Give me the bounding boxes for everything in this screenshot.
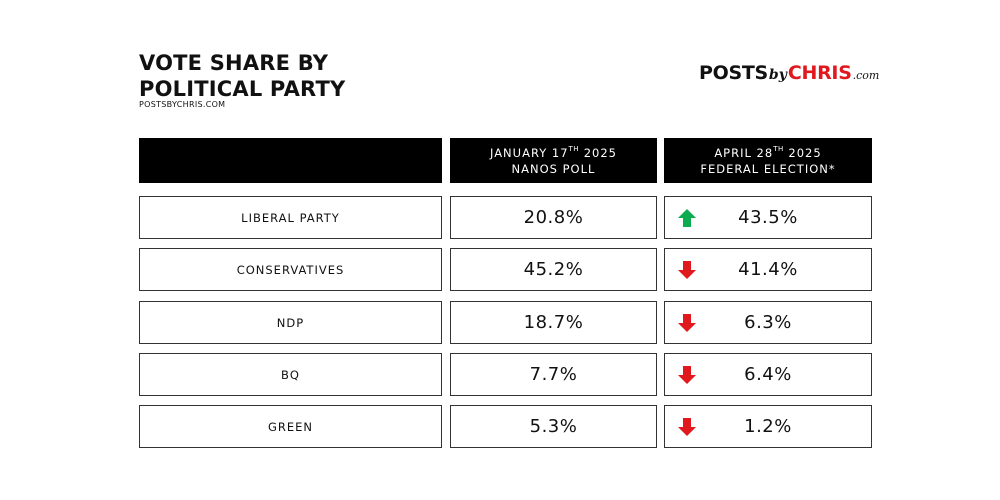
party-name-cell-text: GREEN xyxy=(267,419,314,434)
party-name-cell-text: CONSERVATIVES xyxy=(236,262,345,277)
party-name-cell: BQ xyxy=(139,353,442,396)
poll-value-cell: 7.7% xyxy=(450,353,657,396)
party-name-cell-text: BQ xyxy=(281,367,300,382)
party-name-cell: CONSERVATIVES xyxy=(139,248,442,291)
poll-value-cell-text: 7.7% xyxy=(529,364,578,385)
poll-value-cell: 45.2% xyxy=(450,248,657,291)
logo-com: .com xyxy=(852,69,880,82)
chart-title-line-1: VOTE SHARE BY xyxy=(139,51,329,75)
poll-value-cell: 18.7% xyxy=(450,301,657,344)
poll-value-cell: 20.8% xyxy=(450,196,657,239)
poll-value-cell-text: 18.7% xyxy=(523,312,584,333)
logo-posts: POSTS xyxy=(699,62,768,84)
header-nanos-poll: JANUARY 17TH 2025 NANOS POLL xyxy=(450,138,657,183)
election-value-cell: 1.2% xyxy=(664,405,872,448)
arrow-down-icon xyxy=(678,314,696,332)
election-value-cell-text: 43.5% xyxy=(738,207,798,228)
brand-logo: POSTSbyCHRIS.com xyxy=(699,62,879,84)
poll-value-cell-text: 20.8% xyxy=(523,207,584,228)
arrow-down-icon xyxy=(678,261,696,279)
election-value-cell-text: 41.4% xyxy=(738,259,798,280)
party-name-cell-text: LIBERAL PARTY xyxy=(241,210,340,225)
header-federal-election-label: FEDERAL ELECTION* xyxy=(700,161,836,176)
election-value-cell-text: 1.2% xyxy=(744,416,792,437)
party-name-cell: NDP xyxy=(139,301,442,344)
party-name-cell-text: NDP xyxy=(276,315,305,330)
poll-value-cell: 5.3% xyxy=(450,405,657,448)
header-nanos-poll-date: JANUARY 17TH 2025 xyxy=(490,144,617,160)
poll-value-cell-text: 45.2% xyxy=(523,259,584,280)
election-value-cell: 41.4% xyxy=(664,248,872,291)
election-value-cell: 6.3% xyxy=(664,301,872,344)
logo-by: by xyxy=(768,67,787,83)
chart-subtitle: POSTSBYCHRIS.COM xyxy=(139,100,226,109)
party-name-cell: GREEN xyxy=(139,405,442,448)
logo-chris: CHRIS xyxy=(787,62,852,84)
header-party-column xyxy=(139,138,442,183)
arrow-down-icon xyxy=(678,418,696,436)
arrow-up-icon xyxy=(678,209,696,227)
header-federal-election-date: APRIL 28TH 2025 xyxy=(714,144,822,160)
header-nanos-poll-label: NANOS POLL xyxy=(511,161,596,176)
header-federal-election: APRIL 28TH 2025 FEDERAL ELECTION* xyxy=(664,138,872,183)
election-value-cell-text: 6.4% xyxy=(744,364,792,385)
chart-title-line-2: POLITICAL PARTY xyxy=(139,77,346,101)
arrow-down-icon xyxy=(678,366,696,384)
election-value-cell-text: 6.3% xyxy=(744,312,792,333)
chart-title: VOTE SHARE BY POLITICAL PARTY xyxy=(139,50,345,102)
election-value-cell: 43.5% xyxy=(664,196,872,239)
party-name-cell: LIBERAL PARTY xyxy=(139,196,442,239)
election-value-cell: 6.4% xyxy=(664,353,872,396)
poll-value-cell-text: 5.3% xyxy=(529,416,578,437)
